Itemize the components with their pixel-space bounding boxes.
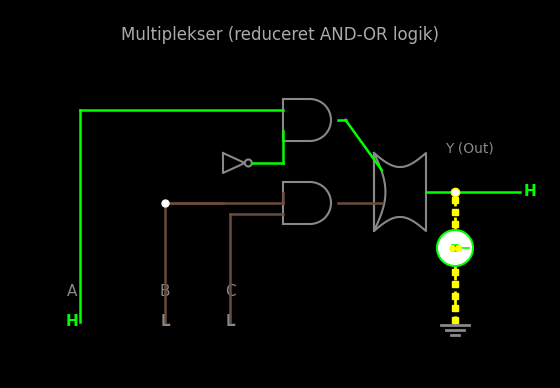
Bar <box>452 245 458 251</box>
Text: Multiplekser (reduceret AND-OR logik): Multiplekser (reduceret AND-OR logik) <box>121 26 439 44</box>
Polygon shape <box>310 99 331 141</box>
Text: L: L <box>225 315 235 329</box>
Polygon shape <box>374 153 426 231</box>
Circle shape <box>437 230 473 266</box>
Circle shape <box>245 159 252 166</box>
Text: C: C <box>225 284 235 298</box>
Polygon shape <box>310 182 331 224</box>
Text: A: A <box>67 284 77 298</box>
Text: L: L <box>160 315 170 329</box>
Text: B: B <box>160 284 170 298</box>
Text: Y (Out): Y (Out) <box>445 141 494 155</box>
Polygon shape <box>223 153 245 173</box>
Text: H: H <box>524 185 536 199</box>
Text: H: H <box>66 315 78 329</box>
Bar <box>282 99 310 141</box>
Bar <box>282 182 310 224</box>
